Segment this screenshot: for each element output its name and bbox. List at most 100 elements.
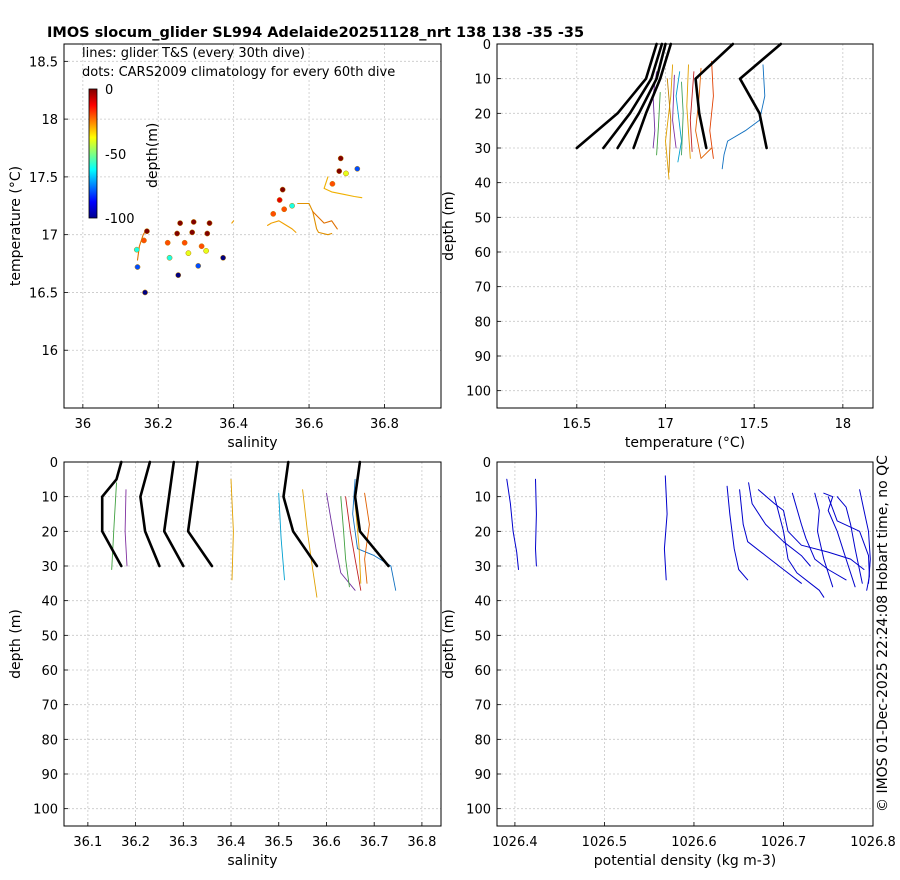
ts-climatology-dot-5 bbox=[166, 254, 173, 261]
dens_depth-ytick-label-3: 30 bbox=[474, 560, 491, 575]
sal_depth-ytick-label-3: 30 bbox=[41, 560, 58, 575]
ts-climatology-dot-0 bbox=[142, 289, 148, 296]
dens_depth-ytick-label-8: 80 bbox=[474, 733, 491, 748]
sal-glider-profile-3 bbox=[278, 492, 285, 581]
dens_depth-xtick-label-1: 1026.5 bbox=[582, 835, 628, 850]
legend-lines-text: lines: glider T&S (every 30th dive) bbox=[82, 46, 305, 61]
sal-climatology-profile-0 bbox=[100, 460, 123, 568]
colorbar-gradient bbox=[88, 88, 98, 219]
ts-ytick-label-4: 18 bbox=[41, 113, 58, 128]
temp_depth-xtick-label-3: 18 bbox=[835, 417, 852, 432]
depth-colorbar: 0 -50 -100 depth(m) bbox=[88, 83, 161, 227]
ts-ylabel: temperature (°C) bbox=[8, 166, 24, 286]
sal-climatology-profile-5 bbox=[353, 460, 390, 568]
temp_depth-ytick-label-7: 70 bbox=[474, 281, 491, 296]
dens_depth-ytick-label-4: 40 bbox=[474, 595, 491, 610]
ts-climatology-dot-6 bbox=[164, 239, 171, 246]
temp_depth-xtick-label-2: 17.5 bbox=[740, 417, 769, 432]
density-profile-4 bbox=[739, 489, 802, 584]
temp-climatology-profile-2 bbox=[616, 42, 667, 150]
dens_depth-ytick-label-0: 0 bbox=[483, 456, 491, 471]
temp-glider-profile-1 bbox=[656, 92, 661, 156]
ts-glider-line-4 bbox=[312, 211, 338, 230]
ts-ytick-label-2: 17 bbox=[41, 229, 58, 244]
sal-glider-profile-0 bbox=[111, 482, 117, 570]
temp_depth-ytick-label-0: 0 bbox=[483, 38, 491, 53]
colorbar-tick-minus50: -50 bbox=[105, 148, 126, 163]
temp_depth-ytick-label-5: 50 bbox=[474, 211, 491, 226]
temp_depth-ytick-label-8: 80 bbox=[474, 315, 491, 330]
density-depth-plot: 1026.4 1026.5 1026.6 1026.7 1026.8 0 10 20 30 40 5… bbox=[441, 456, 896, 869]
dens_depth-xtick-label-2: 1026.6 bbox=[671, 835, 717, 850]
temp_depth-ytick-label-10: 100 bbox=[466, 385, 491, 400]
temp-glider-profile-9 bbox=[695, 67, 713, 159]
ts-axes-box bbox=[63, 43, 442, 409]
ts-xtick-label-4: 36.8 bbox=[370, 417, 399, 432]
ts-climatology-dot-12 bbox=[189, 229, 196, 236]
dens_depth-ytick-label-10: 100 bbox=[466, 803, 491, 818]
sal_depth-ytick-label-1: 10 bbox=[41, 491, 58, 506]
ts-climatology-dot-8 bbox=[177, 220, 183, 226]
ts-climatology-dot-23 bbox=[281, 206, 288, 213]
ts-xtick-label-1: 36.2 bbox=[144, 417, 173, 432]
temp_depth-ylabel: depth (m) bbox=[441, 191, 457, 261]
sal_depth-xtick-label-0: 36.1 bbox=[73, 835, 102, 850]
temp_depth-xtick-label-0: 16.5 bbox=[562, 417, 591, 432]
dens_depth-axes-box bbox=[496, 461, 874, 827]
ts-climatology-dot-3 bbox=[141, 237, 147, 244]
sal-glider-profile-1 bbox=[124, 489, 128, 567]
ts-climatology-dot-13 bbox=[190, 219, 197, 225]
ts-climatology-dot-26 bbox=[336, 168, 343, 174]
sal-glider-profile-7 bbox=[345, 496, 362, 591]
temp-glider-profile-10 bbox=[721, 64, 766, 170]
ts-xtick-label-0: 36 bbox=[75, 417, 92, 432]
colorbar-label: depth(m) bbox=[145, 123, 161, 188]
ts-climatology-dot-24 bbox=[289, 202, 295, 209]
ts-climatology-dot-21 bbox=[276, 197, 283, 203]
sal_depth-ytick-label-2: 20 bbox=[41, 525, 58, 540]
ts-xtick-label-2: 36.4 bbox=[219, 417, 248, 432]
sal_depth-ytick-label-7: 70 bbox=[41, 699, 58, 714]
temperature-depth-plot: 16.5 17 17.5 18 0 10 20 30 40 50 60 70 80 90 100 temper… bbox=[441, 38, 874, 451]
temp_depth-ytick-label-4: 40 bbox=[474, 177, 491, 192]
temp-climatology-profile-4 bbox=[694, 42, 735, 150]
ts-climatology-dot-9 bbox=[175, 272, 182, 278]
dens_depth-ytick-label-9: 90 bbox=[474, 768, 491, 783]
ts-climatology-dot-17 bbox=[204, 230, 211, 237]
sal_depth-ytick-label-9: 90 bbox=[41, 768, 58, 783]
sal_depth-ytick-label-4: 40 bbox=[41, 595, 58, 610]
sal_depth-ytick-label-5: 50 bbox=[41, 629, 58, 644]
temp-glider-profile-7 bbox=[686, 64, 691, 159]
sal_depth-axes-box bbox=[63, 461, 442, 827]
sal_depth-xtick-label-3: 36.4 bbox=[217, 835, 246, 850]
ts-climatology-dot-28 bbox=[343, 170, 349, 177]
temp-climatology-profile-0 bbox=[575, 42, 658, 150]
ts-ytick-label-0: 16 bbox=[41, 344, 58, 359]
density-profile-5 bbox=[748, 482, 811, 567]
sal-glider-profile-5 bbox=[326, 492, 356, 591]
legend-dots-text: dots: CARS2009 climatology for every 60t… bbox=[82, 65, 395, 80]
sal_depth-xtick-label-6: 36.7 bbox=[360, 835, 389, 850]
sal-glider-profile-4 bbox=[302, 489, 318, 598]
density-profile-11 bbox=[836, 496, 863, 584]
density-profile-1 bbox=[535, 478, 537, 567]
temp-glider-profile-6 bbox=[681, 81, 684, 156]
temp_depth-ytick-label-1: 10 bbox=[474, 73, 491, 88]
sal-climatology-profile-3 bbox=[186, 460, 214, 568]
ts-climatology-dot-1 bbox=[134, 264, 141, 270]
dens_depth-xtick-label-4: 1026.8 bbox=[850, 835, 896, 850]
temp-climatology-profile-5 bbox=[738, 42, 783, 150]
colorbar-tick-0: 0 bbox=[105, 83, 113, 98]
sal_depth-xtick-label-5: 36.6 bbox=[312, 835, 341, 850]
temp_depth-xlabel: temperature (°C) bbox=[625, 435, 745, 451]
sal-climatology-profile-1 bbox=[139, 460, 161, 568]
dens_depth-ytick-label-2: 20 bbox=[474, 525, 491, 540]
temp-glider-profile-5 bbox=[672, 74, 677, 149]
dens_depth-ylabel: depth (m) bbox=[441, 609, 457, 679]
dens_depth-xlabel: potential density (kg m-3) bbox=[594, 853, 776, 869]
sal_depth-xtick-label-1: 36.2 bbox=[121, 835, 150, 850]
ts-climatology-dot-2 bbox=[133, 246, 140, 253]
temp-climatology-profile-3 bbox=[632, 42, 673, 150]
density-profile-9 bbox=[814, 492, 834, 588]
